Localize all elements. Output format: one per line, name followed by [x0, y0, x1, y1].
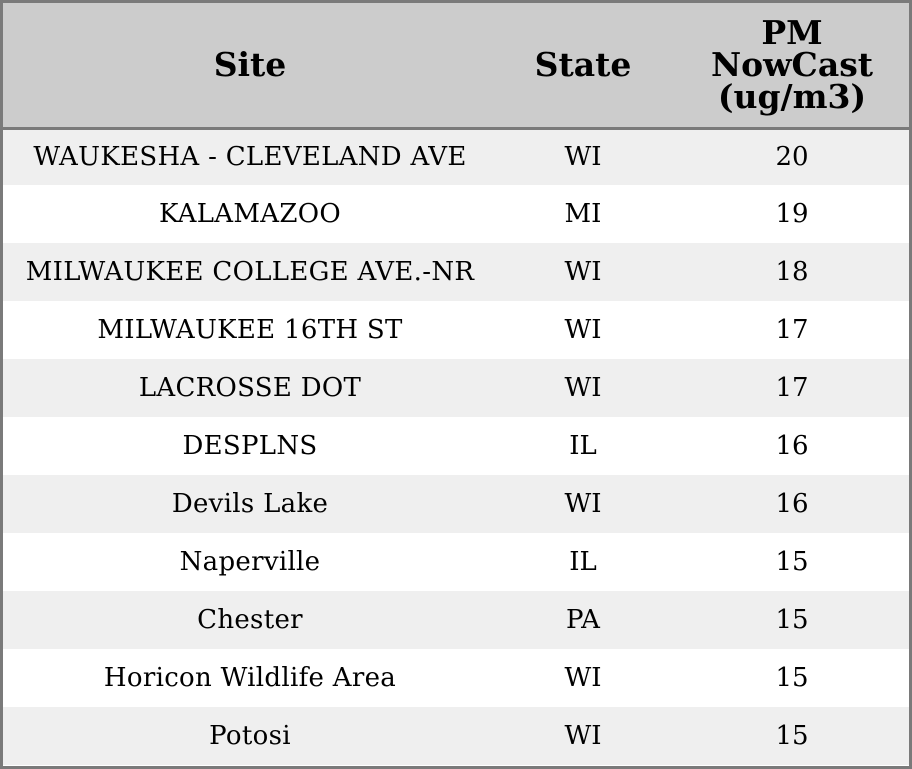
- table-row: Naperville IL 15: [3, 533, 909, 591]
- site-cell: LACROSSE DOT: [138, 373, 362, 403]
- column-header-state: State: [497, 3, 669, 130]
- table-header: Site State PM NowCast (ug/m3): [3, 3, 909, 130]
- column-header-pm-nowcast-line-1: PM: [761, 12, 823, 52]
- table-row: MILWAUKEE COLLEGE AVE.-NR WI 18: [3, 243, 909, 301]
- state-cell: WI: [564, 489, 602, 519]
- column-header-pm-nowcast-line-2: NowCast: [710, 44, 874, 84]
- site-cell: Potosi: [209, 721, 291, 751]
- pm-value-cell: 15: [775, 547, 809, 577]
- data-table: Site State PM NowCast (ug/m3) WAUKESHA -…: [3, 3, 909, 765]
- table-row: Horicon Wildlife Area WI 15: [3, 649, 909, 707]
- state-cell: PA: [566, 605, 600, 635]
- table-row: MILWAUKEE 16TH ST WI 17: [3, 301, 909, 359]
- state-cell: WI: [564, 257, 602, 287]
- state-cell: MI: [564, 199, 602, 229]
- pm-value-cell: 16: [775, 431, 809, 461]
- table-row: LACROSSE DOT WI 17: [3, 359, 909, 417]
- table-body: WAUKESHA - CLEVELAND AVE WI 20 KALAMAZOO MI 1…: [3, 128, 909, 765]
- pm-value-cell: 15: [775, 663, 809, 693]
- pm-value-cell: 19: [775, 199, 809, 229]
- site-cell: Chester: [197, 605, 303, 635]
- site-cell: MILWAUKEE 16TH ST: [97, 315, 403, 345]
- state-cell: WI: [564, 142, 602, 173]
- pm-value-cell: 17: [775, 315, 809, 345]
- site-cell: Devils Lake: [171, 489, 329, 519]
- site-cell: Naperville: [179, 547, 321, 577]
- pm-value-cell: 15: [775, 721, 809, 751]
- site-cell: DESPLNS: [182, 431, 318, 461]
- column-header-site: Site: [3, 3, 497, 130]
- state-cell: WI: [564, 663, 602, 693]
- state-cell: WI: [564, 373, 602, 403]
- pm-value-cell: 17: [775, 373, 809, 403]
- site-cell: KALAMAZOO: [159, 199, 341, 229]
- state-cell: IL: [569, 431, 597, 461]
- table-row: WAUKESHA - CLEVELAND AVE WI 20: [3, 128, 909, 185]
- state-cell: IL: [569, 547, 597, 577]
- table-row: Devils Lake WI 16: [3, 475, 909, 533]
- column-header-pm-nowcast: PM NowCast (ug/m3): [669, 3, 909, 130]
- site-cell: Horicon Wildlife Area: [103, 663, 397, 693]
- pm-value-cell: 20: [775, 142, 809, 173]
- site-cell: WAUKESHA - CLEVELAND AVE: [33, 142, 467, 173]
- table-row: DESPLNS IL 16: [3, 417, 909, 475]
- pm-value-cell: 15: [775, 605, 809, 635]
- column-header-pm-nowcast-line-3: (ug/m3): [717, 76, 867, 116]
- site-cell: MILWAUKEE COLLEGE AVE.-NR: [25, 257, 475, 287]
- table-row: KALAMAZOO MI 19: [3, 185, 909, 243]
- pm-value-cell: 18: [775, 257, 809, 287]
- table-row: Potosi WI 15: [3, 707, 909, 765]
- pm-value-cell: 16: [775, 489, 809, 519]
- state-cell: WI: [564, 721, 602, 751]
- state-cell: WI: [564, 315, 602, 345]
- header-row: Site State PM NowCast (ug/m3): [3, 3, 909, 130]
- table-row: Chester PA 15: [3, 591, 909, 649]
